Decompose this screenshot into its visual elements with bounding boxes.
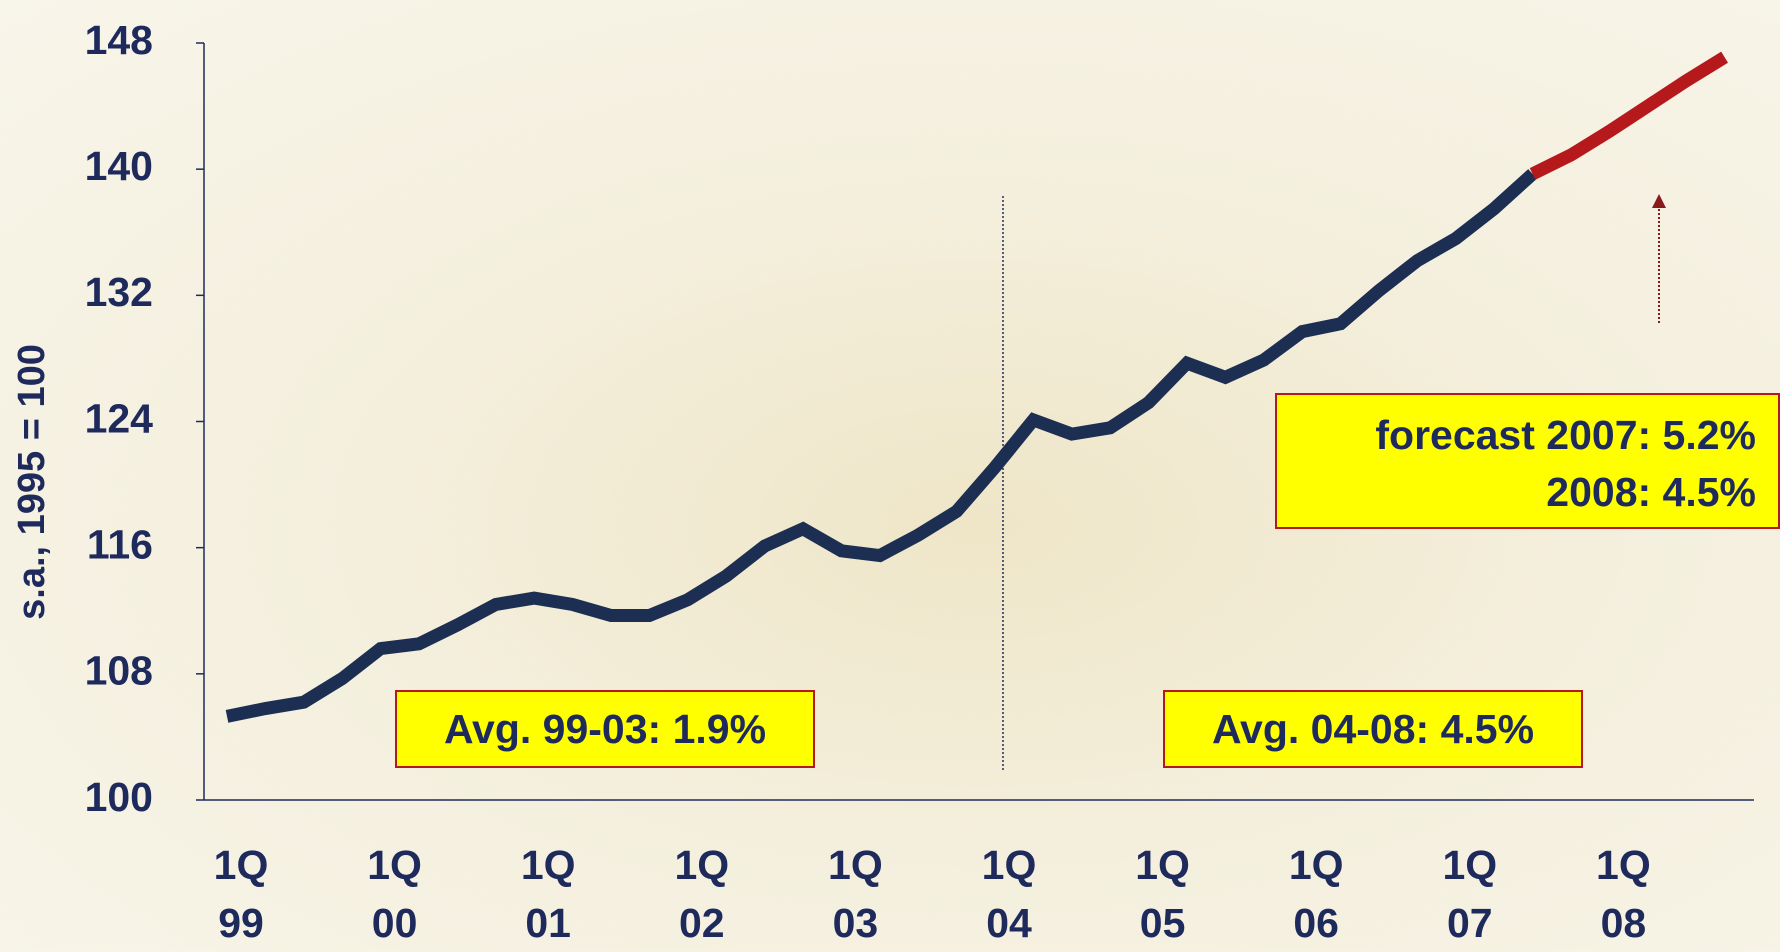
x-tick-label: 1Q 07 xyxy=(1430,836,1510,952)
annotation: 2008: 4.5% xyxy=(1277,464,1756,521)
y-tick-label: 132 xyxy=(85,269,153,315)
y-tick-label: 116 xyxy=(87,521,153,567)
y-axis-label: s.a., 1995 = 100 xyxy=(11,344,53,620)
x-tick-label: 1Q 06 xyxy=(1276,836,1356,952)
x-tick-label: 1Q 00 xyxy=(355,836,435,952)
x-tick-label: 1Q 03 xyxy=(815,836,895,952)
x-tick-label: 1Q 02 xyxy=(662,836,742,952)
annotation-box: Avg. 99-03: 1.9% xyxy=(395,690,815,768)
page: s.a., 1995 = 100 100 108 116 124 132 140 148 A… xyxy=(0,0,1780,951)
annotation: Avg. 99-03: 1.9% xyxy=(444,706,766,752)
y-tick-label: 108 xyxy=(85,648,153,694)
annotation: Avg. 04-08: 4.5% xyxy=(1212,706,1534,752)
x-tick-label: 1Q 01 xyxy=(508,836,588,952)
series-line xyxy=(1533,57,1725,174)
arrow-head xyxy=(1652,194,1666,208)
x-tick-label: 1Q 04 xyxy=(969,836,1049,952)
annotation-box: forecast 2007: 5.2% 2008: 4.5% xyxy=(1275,393,1780,529)
x-tick-label: 1Q 99 xyxy=(201,836,281,952)
x-tick-label: 1Q 08 xyxy=(1583,836,1663,952)
y-tick-label: 100 xyxy=(85,774,153,820)
y-tick-label: 140 xyxy=(85,143,153,189)
y-tick-label: 148 xyxy=(85,17,153,63)
x-tick-label: 1Q 05 xyxy=(1123,836,1203,952)
annotation-box: Avg. 04-08: 4.5% xyxy=(1163,690,1583,768)
y-tick-label: 124 xyxy=(85,395,154,441)
annotation: forecast 2007: 5.2% xyxy=(1277,407,1756,464)
